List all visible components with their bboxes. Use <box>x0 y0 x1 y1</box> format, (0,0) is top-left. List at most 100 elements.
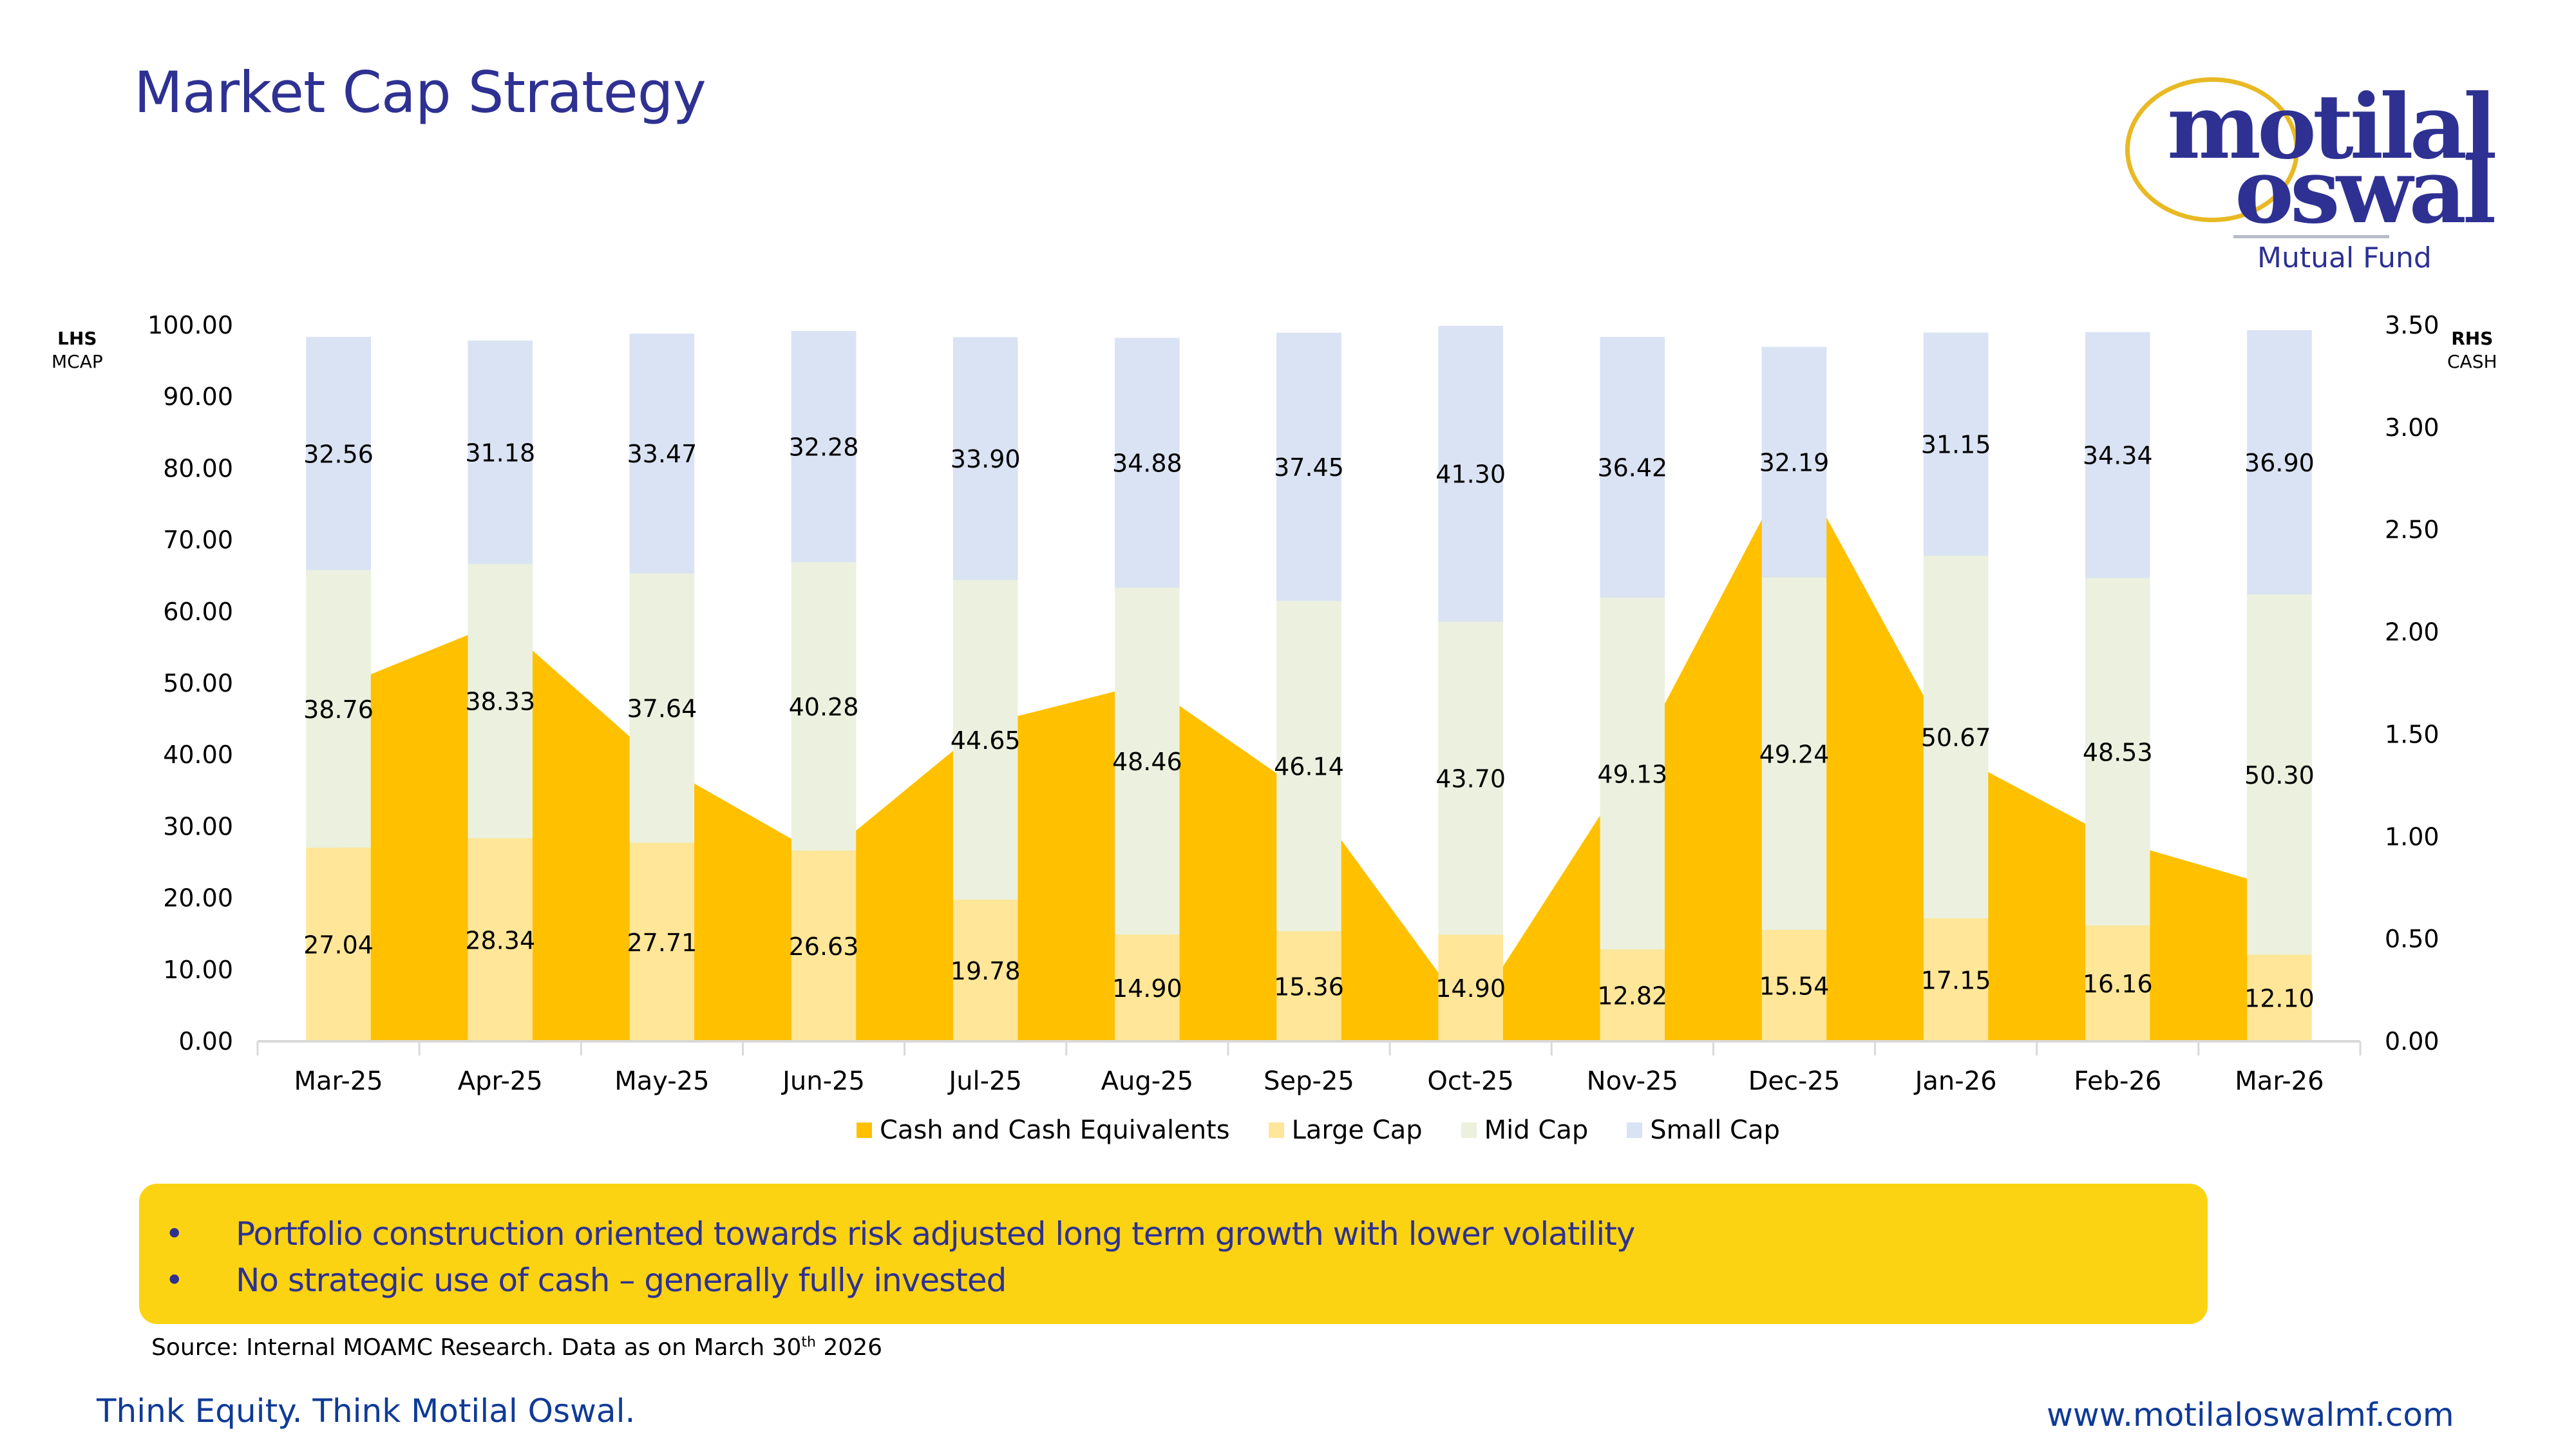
source-note: Source: Internal MOAMC Research. Data as… <box>151 1334 882 1361</box>
bar-mid-cap <box>306 570 371 848</box>
left-y-tick-label: 10.00 <box>163 956 233 984</box>
data-label-small-cap: 37.45 <box>1274 453 1344 482</box>
right-y-tick-label: 3.00 <box>2385 413 2439 442</box>
bar-mid-cap <box>629 573 695 843</box>
callout-bullet-text: Portfolio construction oriented towards … <box>236 1215 1635 1253</box>
right-y-tick-label: 1.50 <box>2385 720 2439 748</box>
right-y-tick-label: 1.00 <box>2385 822 2439 851</box>
bar-small-cap <box>1438 326 1503 622</box>
data-label-large-cap: 12.10 <box>2244 985 2315 1013</box>
data-label-mid-cap: 49.13 <box>1597 760 1667 788</box>
callout-bullet: • Portfolio construction oriented toward… <box>165 1211 2208 1257</box>
left-axis-title-bold: LHS <box>57 328 97 349</box>
logo-ring-icon <box>2125 77 2299 222</box>
key-points-callout: • Portfolio construction oriented toward… <box>139 1184 2208 1324</box>
bar-small-cap <box>1923 332 1989 556</box>
bar-large-cap <box>1923 918 1989 1041</box>
data-label-large-cap: 15.54 <box>1759 972 1830 1001</box>
left-y-tick-label: 50.00 <box>163 669 233 697</box>
left-y-tick-label: 30.00 <box>163 812 233 840</box>
x-tick-label: Oct-25 <box>1427 1066 1514 1096</box>
data-label-large-cap: 16.16 <box>2083 970 2153 998</box>
right-y-tick-label: 2.00 <box>2385 618 2439 647</box>
data-label-large-cap: 19.78 <box>951 957 1021 985</box>
source-year: 2026 <box>815 1334 883 1361</box>
data-label-small-cap: 41.30 <box>1435 460 1506 489</box>
footer-tagline: Think Equity. Think Motilal Oswal. <box>97 1392 636 1430</box>
data-label-large-cap: 27.04 <box>303 931 374 960</box>
bar-mid-cap <box>1761 577 1827 931</box>
left-y-tick-label: 80.00 <box>163 454 233 482</box>
bar-small-cap <box>1600 337 1665 598</box>
data-label-small-cap: 36.90 <box>2244 449 2315 477</box>
legend-swatch-mid-cap <box>1461 1122 1477 1138</box>
logo-subtitle: Mutual Fund <box>2257 242 2432 274</box>
motilal-oswal-logo: motilal oswal Mutual Fund <box>2119 71 2531 283</box>
bar-large-cap <box>2085 925 2150 1041</box>
data-label-mid-cap: 38.33 <box>465 688 535 716</box>
left-axis-title: LHS MCAP <box>52 327 103 374</box>
bar-mid-cap <box>952 580 1018 900</box>
bar-large-cap <box>2247 954 2312 1041</box>
legend-item-cash: Cash and Cash Equivalents <box>857 1115 1230 1145</box>
left-axis-title-sub: MCAP <box>52 351 103 373</box>
data-label-large-cap: 28.34 <box>465 926 535 954</box>
x-tick-label: Sep-25 <box>1264 1066 1354 1096</box>
bullet-icon: • <box>165 1262 184 1299</box>
data-label-large-cap: 17.15 <box>1921 967 1991 995</box>
bar-mid-cap <box>468 564 533 838</box>
data-label-small-cap: 32.56 <box>303 440 374 468</box>
right-axis-title: RHS CASH <box>2447 327 2497 374</box>
bar-large-cap <box>1115 934 1180 1041</box>
bar-small-cap <box>1115 337 1180 588</box>
bar-mid-cap <box>1115 587 1180 935</box>
x-tick-label: Apr-25 <box>458 1066 543 1096</box>
x-tick-label: Dec-25 <box>1748 1066 1841 1096</box>
bar-large-cap <box>306 848 371 1041</box>
data-label-mid-cap: 43.70 <box>1435 764 1506 793</box>
bar-large-cap <box>952 900 1018 1041</box>
bar-mid-cap <box>1276 601 1341 932</box>
data-label-mid-cap: 50.30 <box>2244 761 2315 790</box>
data-label-mid-cap: 37.64 <box>627 695 697 723</box>
bar-large-cap <box>629 842 695 1041</box>
logo-word-oswal: oswal <box>2235 138 2496 243</box>
left-y-tick-label: 60.00 <box>163 598 233 626</box>
legend-item-mid-cap: Mid Cap <box>1461 1115 1589 1145</box>
legend-item-small-cap: Small Cap <box>1627 1115 1780 1145</box>
data-label-mid-cap: 40.28 <box>789 693 859 721</box>
bars-front-group: 27.04 38.76 32.56 28.34 38.33 31.18 27.71 37.64… <box>303 326 2315 1041</box>
bar-mid-cap <box>1923 555 1989 919</box>
x-tick-label: Jun-25 <box>781 1066 865 1096</box>
bar-small-cap <box>791 331 857 562</box>
footer-website-link[interactable]: www.motilaloswalmf.com <box>2047 1396 2454 1434</box>
x-tick-label: Feb-26 <box>2074 1066 2161 1096</box>
data-label-mid-cap: 38.76 <box>303 696 374 724</box>
x-tick-label: Nov-25 <box>1587 1066 1678 1096</box>
bar-large-cap <box>468 838 533 1041</box>
right-y-tick-label: 0.50 <box>2385 925 2439 953</box>
x-tick-label: Jan-26 <box>1913 1066 1997 1096</box>
x-tick-label: May-25 <box>614 1066 709 1096</box>
data-label-mid-cap: 48.53 <box>2083 738 2153 766</box>
data-label-mid-cap: 44.65 <box>951 726 1021 755</box>
data-label-small-cap: 34.34 <box>2083 442 2153 470</box>
data-label-small-cap: 31.15 <box>1921 431 1991 459</box>
legend-label-mid-cap: Mid Cap <box>1484 1115 1589 1145</box>
bar-large-cap <box>791 850 857 1041</box>
bar-mid-cap <box>1438 621 1503 935</box>
legend-label-small-cap: Small Cap <box>1650 1115 1780 1145</box>
bar-large-cap <box>1438 934 1503 1041</box>
x-tick-label: Jul-25 <box>947 1066 1022 1096</box>
data-label-large-cap: 15.36 <box>1274 973 1344 1001</box>
bar-small-cap <box>468 340 533 564</box>
bar-small-cap <box>2247 330 2312 595</box>
bar-small-cap <box>2085 332 2150 578</box>
page-title: Market Cap Strategy <box>134 59 706 126</box>
data-label-small-cap: 32.28 <box>789 433 859 461</box>
left-y-tick-label: 100.00 <box>147 311 233 339</box>
x-tick-label: Mar-25 <box>294 1066 383 1096</box>
data-label-large-cap: 14.90 <box>1112 974 1182 1003</box>
bar-large-cap <box>1276 931 1341 1041</box>
data-label-mid-cap: 49.24 <box>1759 740 1830 768</box>
